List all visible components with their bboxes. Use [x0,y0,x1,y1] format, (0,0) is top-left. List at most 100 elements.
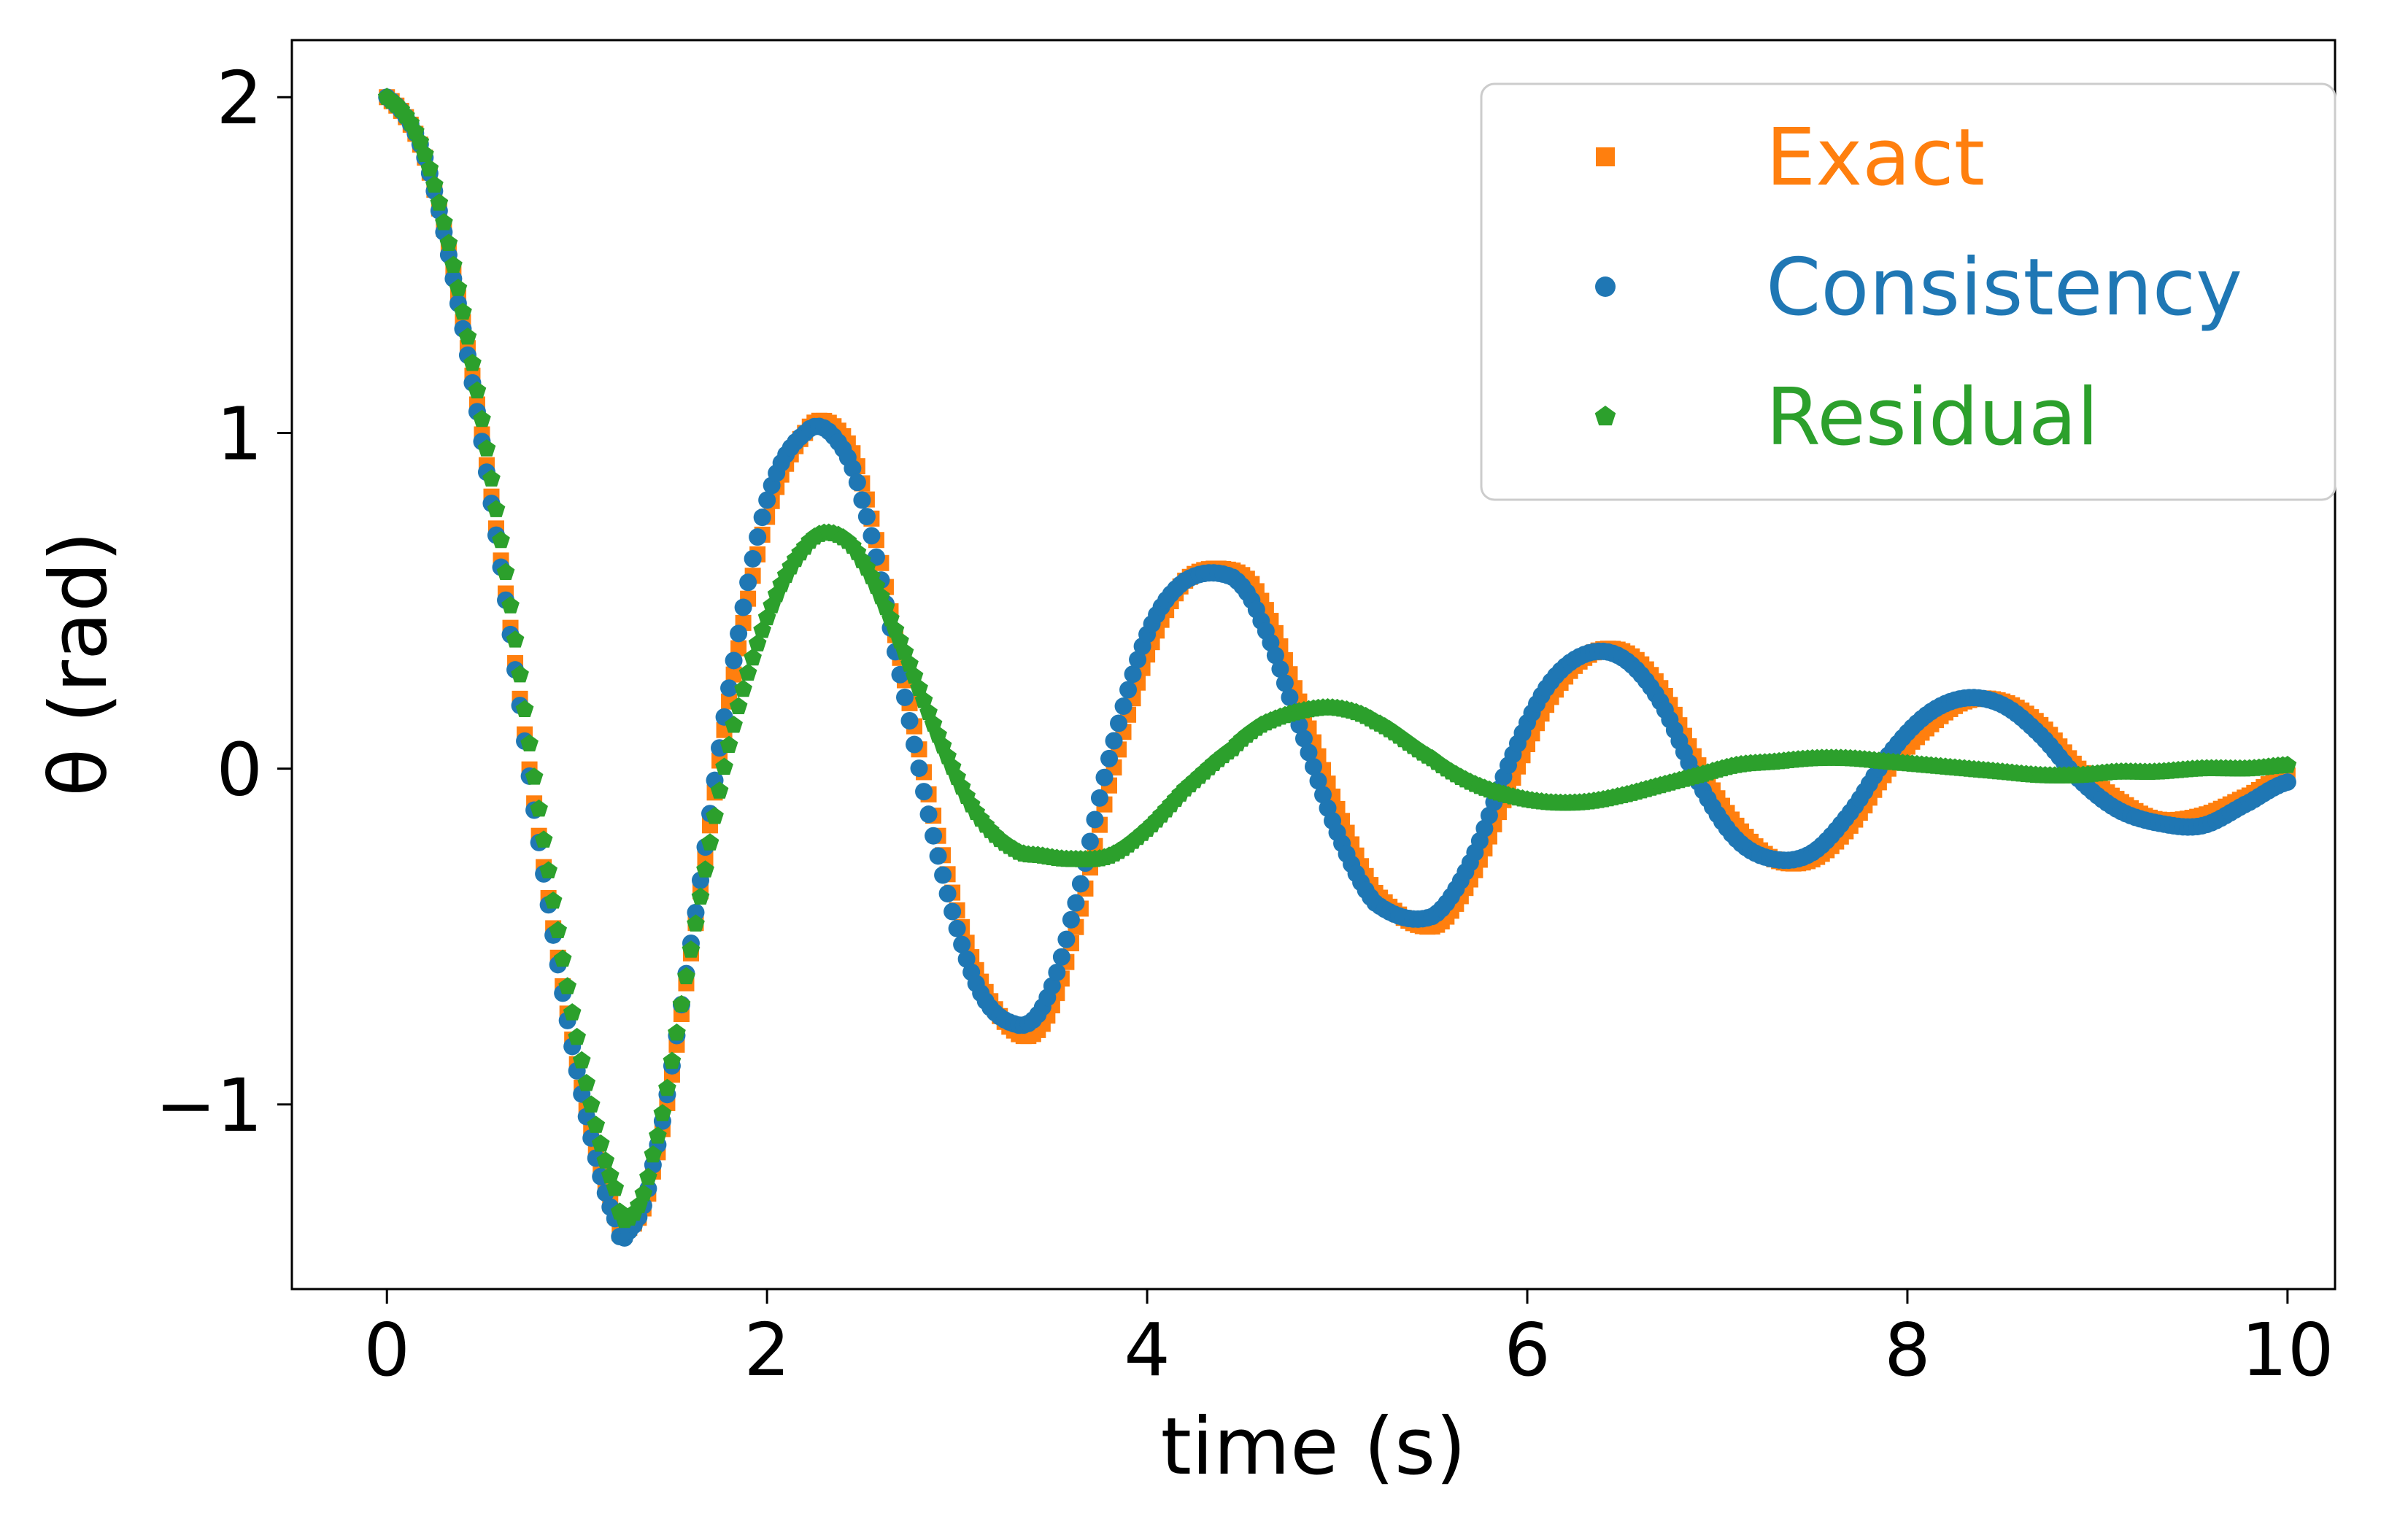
consistency-point [1081,832,1099,851]
legend-label-exact: Exact [1766,112,1985,204]
residual-point [563,1003,582,1021]
residual-point [687,914,705,932]
residual-point [663,1051,682,1069]
consistency-point [1062,910,1080,929]
consistency-point [1057,930,1076,948]
consistency-point [744,549,762,568]
consistency-point [910,759,928,778]
consistency-point [1105,732,1123,750]
consistency-point [739,573,757,592]
residual-point [539,861,557,879]
x-tick-label: 8 [1884,1307,1931,1393]
exact-point [725,666,742,683]
consistency-point [753,508,771,527]
residual-point [534,830,553,848]
residual-point [544,891,563,909]
consistency-point [749,528,767,546]
consistency-point [867,548,885,566]
residual-point [701,833,719,851]
consistency-point [853,491,871,509]
residual-point [568,1027,587,1045]
consistency-point [1309,772,1327,790]
consistency-point [953,935,971,953]
consistency-point [720,679,738,697]
residual-point [639,1167,657,1185]
residual-point [715,757,733,775]
residual-point [725,715,743,733]
residual-point [477,439,496,457]
residual-point [649,1126,667,1144]
consistency-point [943,902,962,921]
consistency-point [919,805,938,824]
consistency-point [938,885,957,903]
residual-point [748,634,767,651]
x-tick-label: 6 [1504,1307,1551,1393]
consistency-point [1124,665,1142,684]
consistency-point [1300,743,1318,762]
consistency-point [1043,977,1061,995]
y-axis: −1 0 1 2 [155,55,292,1148]
consistency-point [1119,681,1138,699]
consistency-point [1281,688,1299,706]
consistency-point [1305,757,1322,775]
consistency-point [1129,651,1147,669]
residual-point [558,977,577,994]
residual-point [672,994,691,1013]
residual-point [577,1073,596,1091]
x-tick-label: 10 [2241,1307,2334,1393]
x-tick-label: 2 [744,1307,790,1393]
consistency-point [915,783,933,801]
residual-point [729,697,748,714]
residual-point [719,735,738,753]
residual-point [587,1115,606,1133]
residual-point [2278,756,2297,773]
residual-point [710,781,729,799]
residual-point [572,1051,591,1069]
legend-label-residual: Residual [1766,372,2099,463]
residual-point [596,1151,615,1169]
legend: Exact Consistency Residual [1480,82,2336,501]
residual-point [591,1134,610,1152]
residual-point [463,353,482,371]
consistency-point [1266,646,1284,665]
legend-marker-exact [1596,147,1615,166]
residual-point [682,940,701,958]
consistency-point [1114,697,1132,716]
consistency-point [929,847,947,865]
residual-point [634,1184,653,1202]
consistency-point [906,735,924,754]
consistency-point [2278,773,2296,792]
residual-point [439,233,458,252]
plot-area-frame [290,39,2336,1291]
residual-point [420,159,439,177]
consistency-point [948,919,966,937]
consistency-point [730,624,748,643]
consistency-point [1090,789,1108,807]
consistency-point [1052,948,1070,966]
residual-point [468,381,487,399]
residual-point [553,949,572,967]
x-tick-label: 4 [1124,1307,1170,1393]
residual-point [435,212,453,231]
consistency-point [1294,730,1313,748]
residual-point [696,860,714,878]
residual-point [691,887,710,905]
legend-box [1480,82,2336,501]
residual-point [530,799,548,817]
series-layer [377,88,2297,1247]
residual-point [496,562,515,580]
residual-point [454,302,472,320]
residual-point [668,1023,686,1041]
consistency-point [1100,749,1118,767]
residual-point [606,1178,625,1196]
residual-point [415,144,434,162]
consistency-point [896,688,914,706]
residual-point [515,700,534,717]
residual-point [706,806,724,824]
residual-point [482,469,501,487]
y-tick-label: 2 [216,55,263,141]
consistency-point [844,460,862,478]
consistency-point [1086,811,1104,829]
residual-point [549,921,568,938]
